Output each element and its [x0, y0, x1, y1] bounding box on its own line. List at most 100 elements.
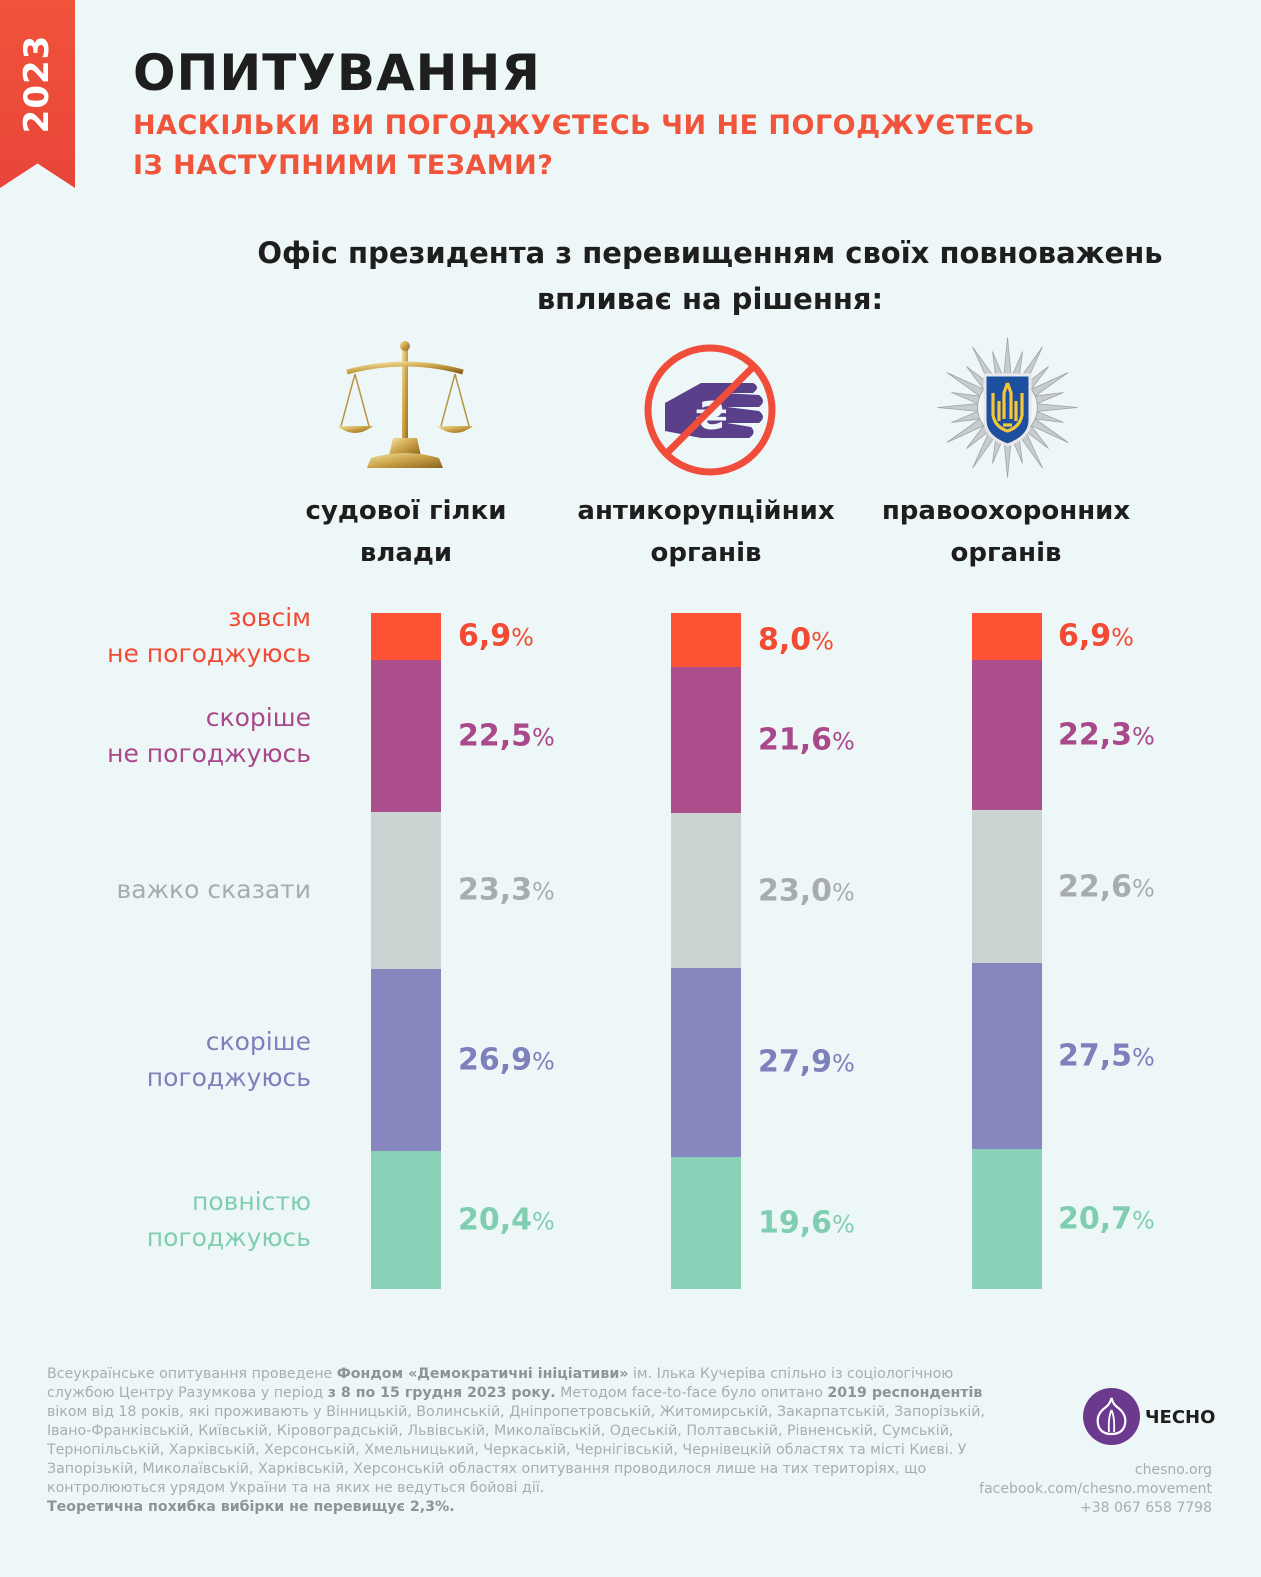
data-label: 6,9% — [1058, 619, 1134, 654]
data-label-value: 27,9 — [758, 1044, 833, 1080]
legend-item-line: важко сказати — [116, 875, 311, 905]
data-label-value: 20,7 — [1058, 1201, 1133, 1237]
stacked-bar-law-enforcement — [972, 613, 1042, 1290]
legend-item: важко сказати — [116, 872, 311, 908]
data-label-unit: % — [532, 1207, 555, 1236]
data-label-unit: % — [832, 1210, 855, 1239]
data-label-unit: % — [511, 623, 534, 652]
stacked-bar-judiciary — [371, 613, 441, 1290]
page-title: ОПИТУВАННЯ — [133, 44, 541, 102]
data-label: 22,3% — [1058, 718, 1155, 753]
data-label-unit: % — [811, 627, 834, 656]
data-label-unit: % — [532, 1047, 555, 1076]
bar-segment — [371, 613, 441, 661]
data-label-unit: % — [532, 877, 555, 906]
bar-segment — [671, 968, 741, 1158]
bar-segment — [972, 963, 1042, 1150]
data-label-value: 23,0 — [758, 873, 833, 909]
year-badge: 2023 — [0, 0, 75, 188]
footnote-text: Всеукраїнське опитування проведене — [47, 1366, 337, 1382]
garlic-logo-icon[interactable] — [1083, 1388, 1140, 1445]
legend-item-line: зовсім — [228, 603, 311, 633]
data-label-unit: % — [832, 878, 855, 907]
data-label-unit: % — [832, 727, 855, 756]
survey-question: Офіс президента з перевищенням своїх пов… — [200, 230, 1220, 322]
legend-item-line: не погоджуюсь — [107, 738, 311, 768]
column-title-line: судової гілки — [305, 496, 507, 526]
bar-segment — [671, 667, 741, 814]
scales-of-justice-icon — [337, 341, 473, 468]
bar-segment — [371, 969, 441, 1152]
question-line: Офіс президента з перевищенням своїх пов… — [257, 236, 1163, 270]
bar-segment — [371, 659, 441, 813]
legend-item-line: не погоджуюсь — [107, 639, 311, 669]
page-subtitle: НАСКІЛЬКИ ВИ ПОГОДЖУЄТЕСЬ ЧИ НЕ ПОГОДЖУЄ… — [133, 106, 1035, 186]
data-label-value: 6,9 — [1058, 618, 1112, 654]
data-label-unit: % — [832, 1049, 855, 1078]
contacts: chesno.org facebook.com/chesno.movement … — [979, 1461, 1212, 1518]
data-label: 19,6% — [758, 1205, 855, 1240]
data-label: 22,6% — [1058, 869, 1155, 904]
data-label: 27,9% — [758, 1045, 855, 1080]
data-label-value: 27,5 — [1058, 1038, 1133, 1074]
data-label: 26,9% — [458, 1043, 555, 1078]
methodology-footnote: Всеукраїнське опитування проведене Фондо… — [47, 1365, 997, 1517]
footnote-text: віком від 18 років, які проживають у Він… — [47, 1404, 986, 1496]
legend-item: скоріше погоджуюсь — [147, 1024, 311, 1096]
website-link[interactable]: chesno.org — [1134, 1462, 1212, 1478]
data-label-value: 22,3 — [1058, 717, 1133, 753]
police-star-trident-icon — [937, 337, 1078, 478]
no-bribery-hand-icon: ₴ — [644, 344, 776, 476]
data-label-unit: % — [532, 723, 555, 752]
bar-segment — [972, 1149, 1042, 1290]
data-label-unit: % — [1132, 874, 1155, 903]
legend-item-line: повністю — [191, 1187, 311, 1217]
legend-item-line: скоріше — [205, 1027, 311, 1057]
footnote-text: Методом face-to-face було опитано — [555, 1385, 828, 1401]
legend-item: повністю погоджуюсь — [147, 1184, 311, 1256]
legend-item: зовсім не погоджуюсь — [107, 600, 311, 672]
data-label-value: 6,9 — [458, 618, 512, 654]
bar-segment — [371, 1151, 441, 1290]
legend-item-line: погоджуюсь — [146, 1223, 311, 1253]
bar-segment — [671, 613, 741, 668]
footnote-text: 2019 респондентів — [827, 1385, 983, 1401]
data-label-value: 21,6 — [758, 722, 833, 758]
data-label-unit: % — [1132, 1043, 1155, 1072]
footnote-text: з 8 по 15 грудня 2023 року. — [327, 1385, 556, 1401]
footnote-text: ім. Ілька Кучеріва спільно із соціологіч… — [47, 1366, 954, 1401]
facebook-link[interactable]: facebook.com/chesno.movement — [979, 1481, 1212, 1497]
legend-item: скоріше не погоджуюсь — [107, 700, 311, 772]
bar-segment — [972, 810, 1042, 964]
data-label-unit: % — [1132, 722, 1155, 751]
data-label: 20,7% — [1058, 1202, 1155, 1237]
year-text: 2023 — [17, 34, 57, 134]
data-label: 27,5% — [1058, 1039, 1155, 1074]
data-label: 23,3% — [458, 873, 555, 908]
column-title-line: антикорупційних — [577, 496, 835, 526]
stacked-bar-anticorruption — [671, 613, 741, 1290]
data-label-value: 23,3 — [458, 872, 533, 908]
legend-item-line: скоріше — [205, 702, 311, 732]
footnote-text: Теоретична похибка вибірки не перевищує … — [47, 1499, 455, 1515]
legend-item-line: погоджуюсь — [146, 1063, 311, 1093]
column-title-line: органів — [950, 538, 1062, 568]
logo-text[interactable]: ЧЕСНО — [1145, 1407, 1216, 1428]
bar-segment — [371, 811, 441, 970]
data-label-unit: % — [1132, 1206, 1155, 1235]
column-title-law-enforcement: правоохоронних органів — [856, 490, 1156, 574]
bar-segment — [972, 659, 1042, 811]
data-label-value: 20,4 — [458, 1202, 533, 1238]
phone-number: +38 067 658 7798 — [1080, 1500, 1212, 1516]
data-label-value: 26,9 — [458, 1042, 533, 1078]
data-label: 22,5% — [458, 718, 555, 753]
question-line: впливає на рішення: — [536, 282, 884, 316]
column-title-line: органів — [650, 538, 762, 568]
subtitle-line: ІЗ НАСТУПНИМИ ТЕЗАМИ? — [133, 150, 554, 181]
data-label-value: 8,0 — [758, 622, 812, 658]
data-label: 20,4% — [458, 1203, 555, 1238]
column-title-anticorruption: антикорупційних органів — [556, 490, 856, 574]
data-label-value: 22,6 — [1058, 869, 1133, 905]
data-label-value: 22,5 — [458, 718, 533, 754]
column-title-line: правоохоронних — [881, 496, 1131, 526]
